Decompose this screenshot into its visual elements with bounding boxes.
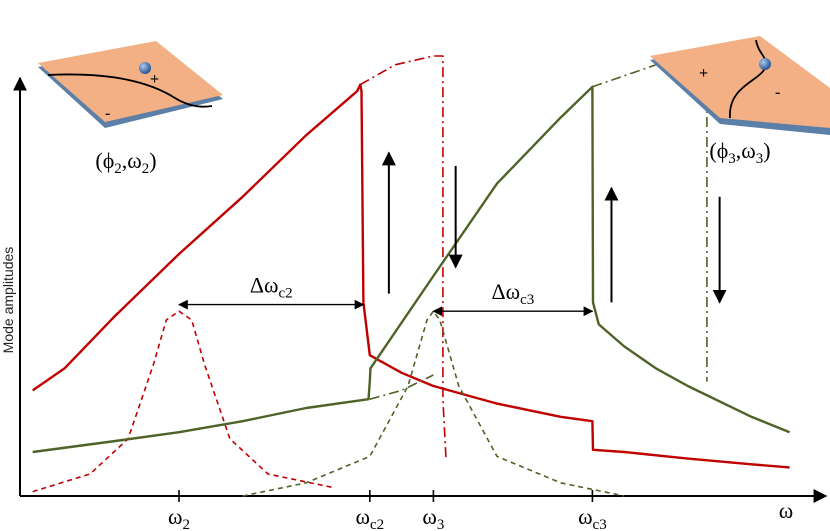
plate-left-surface xyxy=(38,41,223,122)
plate-left-plus: + xyxy=(150,71,159,88)
plate-left-curve xyxy=(47,73,213,108)
x-tick-label-1: ωc2 xyxy=(355,504,384,531)
series-line-1 xyxy=(359,55,447,461)
mode-label-7: (ϕ3,ω3) xyxy=(709,138,770,167)
series-line-3 xyxy=(32,85,791,454)
series-line-4 xyxy=(369,374,434,400)
series-line-6 xyxy=(242,310,625,497)
plate-right-surface xyxy=(650,36,830,128)
plate-left: + - xyxy=(38,41,223,128)
axes xyxy=(13,76,828,503)
x-tick-label-0: ω2 xyxy=(168,504,190,531)
ticks-layer: ω2 ωc2 ω3 ωc3 ω xyxy=(168,490,793,531)
series-line-2 xyxy=(32,310,332,493)
plate-left-minus: - xyxy=(105,105,110,122)
plate-right: + - xyxy=(650,36,830,135)
delta-label-1: Δωc3 xyxy=(491,279,534,308)
plate-right-ball xyxy=(759,58,771,70)
plate-right-plus: + xyxy=(699,65,708,82)
annotation-layer: Δωc2 Δωc3 (ϕ2,ω2) (ϕ3,ω3) xyxy=(95,138,771,317)
mode-label-6: (ϕ2,ω2) xyxy=(95,148,156,177)
plate-right-minus: - xyxy=(775,84,780,101)
plate-left-ball xyxy=(139,62,151,74)
x-tick-label-3: ωc3 xyxy=(578,504,607,531)
y-axis-label: Mode amplitudes xyxy=(0,247,16,354)
series-layer xyxy=(32,55,791,497)
delta-label-0: Δωc2 xyxy=(250,273,293,302)
x-tick-label-2: ω3 xyxy=(422,504,444,531)
plate-right-curve xyxy=(729,39,768,119)
series-line-0 xyxy=(32,83,790,469)
x-axis-label: ω xyxy=(779,498,793,523)
